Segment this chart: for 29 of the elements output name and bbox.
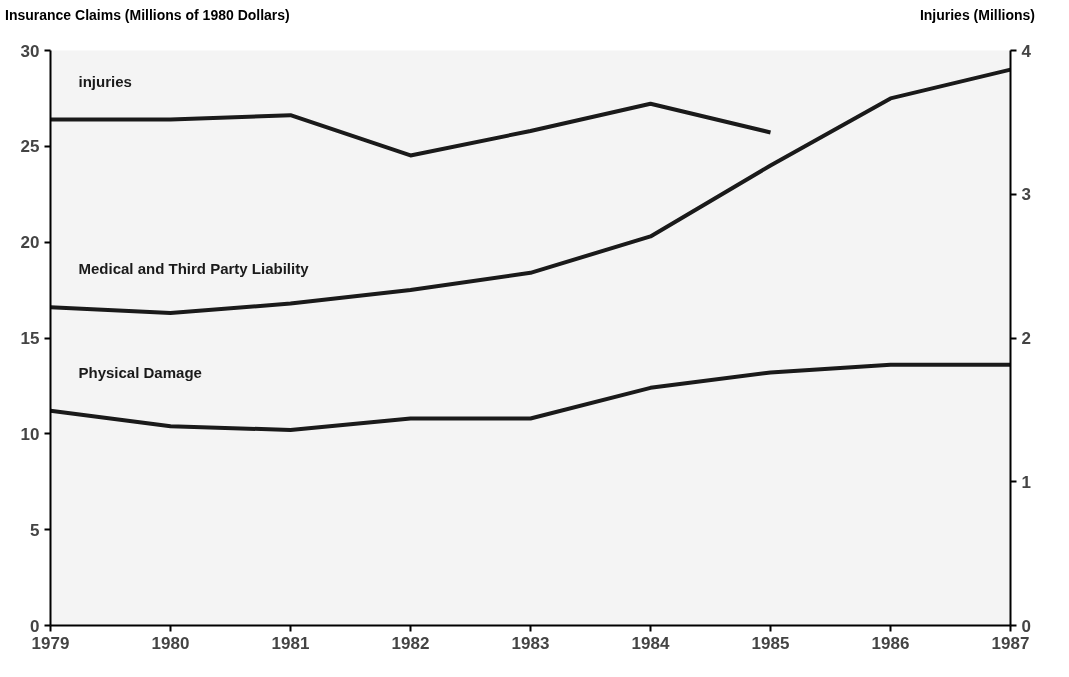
x-tick-label: 1981 [271, 633, 310, 653]
x-tick-label: 1986 [871, 633, 910, 653]
y2-tick-label: 2 [1021, 329, 1031, 348]
y2-tick-label: 0 [1021, 616, 1031, 636]
x-tick-label: 1979 [31, 633, 70, 653]
y2-axis-title: Injuries (Millions) [919, 6, 1035, 25]
y-tick-label: 10 [20, 424, 40, 444]
y-tick-label: 0 [30, 616, 40, 636]
y2-tick-label: 3 [1021, 185, 1031, 205]
line-series [50, 362, 1011, 432]
line-series [50, 101, 773, 158]
x-tick-label: 1983 [511, 633, 550, 653]
x-tick-label: 1985 [751, 633, 790, 653]
y-tick-label: 25 [20, 137, 40, 157]
y-tick-label: 30 [20, 41, 40, 61]
y2-tick-label: 4 [1021, 41, 1032, 61]
y2-tick-label: 1 [1021, 472, 1031, 492]
y-tick-label: 5 [30, 520, 40, 540]
y-tick-label: 15 [20, 329, 40, 348]
y-axis-title: Insurance Claims (Millions of 1980 Dollars) [5, 6, 290, 25]
x-tick-label: 1987 [991, 633, 1030, 653]
x-tick-label: 1982 [391, 633, 430, 653]
y-tick-label: 20 [20, 233, 40, 253]
x-tick-label: 1980 [151, 633, 190, 653]
x-tick-label: 1984 [631, 633, 670, 653]
series-label: Medical and Third Party Liability [78, 260, 310, 278]
series-label: injuries [78, 72, 132, 90]
line-series [50, 67, 1011, 316]
text: Physical Damage [78, 363, 202, 381]
